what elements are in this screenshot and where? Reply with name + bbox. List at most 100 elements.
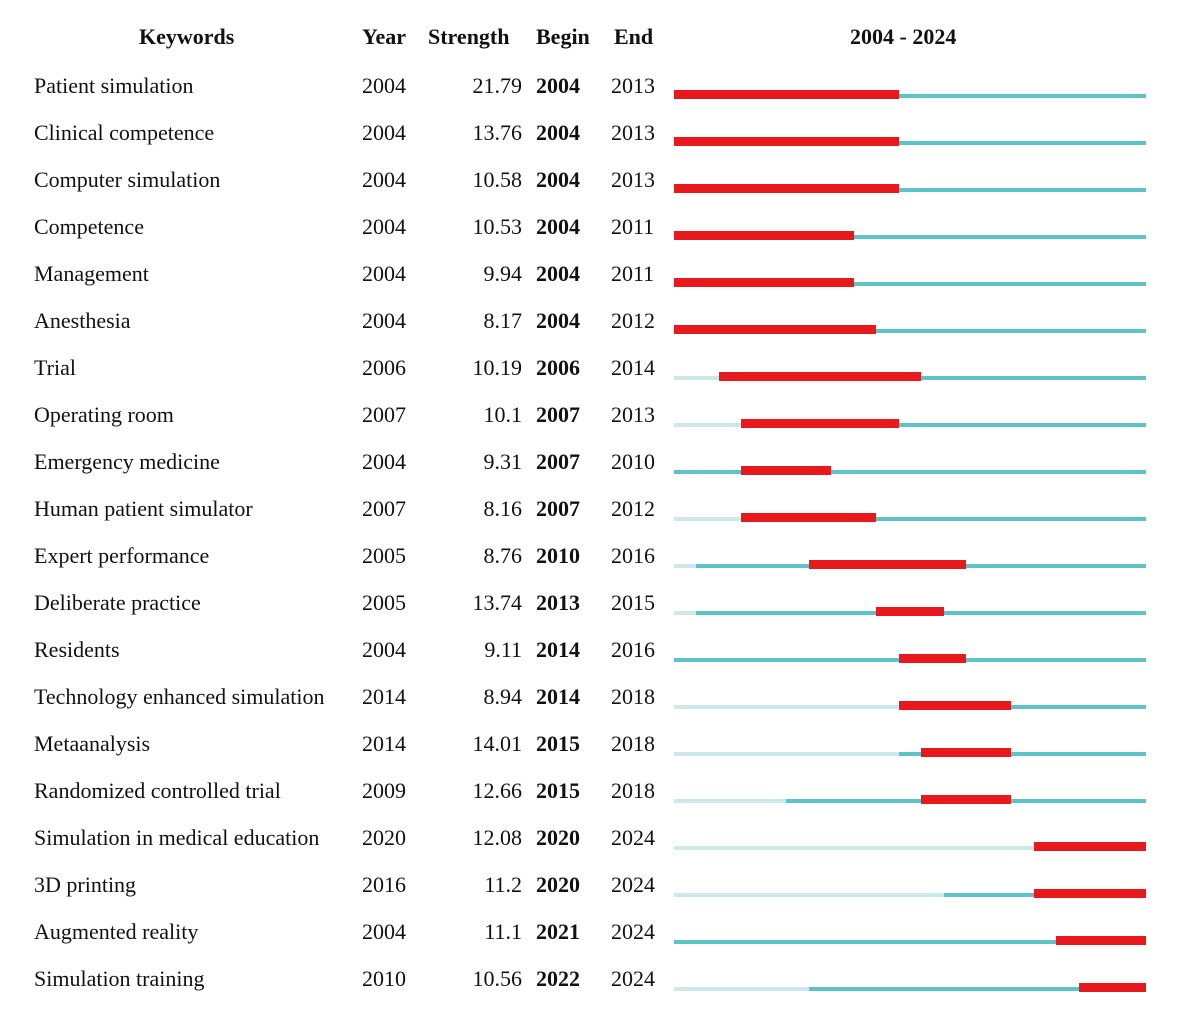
keyword-label: Competence [34, 214, 144, 239]
strength-value: 8.17 [483, 308, 523, 333]
burst-row: Management 2004 9.94 2004 2011 [0, 260, 1180, 307]
begin-value: 2014 [536, 684, 580, 709]
end-value: 2016 [611, 637, 655, 662]
active-period-bar [741, 423, 1146, 427]
keyword-label: Trial [34, 355, 76, 380]
year-value: 2014 [362, 684, 406, 709]
end-value: 2013 [611, 120, 655, 145]
keyword-label: Patient simulation [34, 73, 194, 98]
burst-bar [808, 560, 967, 569]
active-period-bar [808, 987, 1146, 991]
begin-value: 2004 [536, 214, 580, 239]
header-keywords: Keywords [139, 24, 235, 49]
begin-value: 2020 [536, 825, 580, 850]
strength-value: 11.2 [484, 872, 522, 897]
year-value: 2004 [362, 167, 406, 192]
burst-bar [674, 184, 899, 193]
keyword-label: 3D printing [34, 872, 137, 897]
burst-bar [741, 513, 877, 522]
begin-value: 2022 [536, 966, 580, 991]
burst-row: Deliberate practice 2005 13.74 2013 2015 [0, 589, 1180, 636]
year-value: 2004 [362, 261, 406, 286]
keyword-label: Clinical competence [34, 120, 215, 145]
keyword-label: Simulation training [34, 966, 205, 991]
burst-row: Simulation in medical education 2020 12.08… [0, 824, 1180, 871]
burst-row: Human patient simulator 2007 8.16 2007 2012 [0, 495, 1180, 542]
year-value: 2005 [362, 590, 406, 615]
inactive-period-bar [674, 799, 787, 803]
burst-row: Expert performance 2005 8.76 2010 2016 [0, 542, 1180, 589]
burst-bar [921, 795, 1012, 804]
strength-value: 14.01 [472, 731, 523, 756]
burst-bar [674, 278, 854, 287]
burst-row: Clinical competence 2004 13.76 2004 2013 [0, 119, 1180, 166]
burst-bar [741, 419, 899, 428]
inactive-period-bar [674, 893, 944, 897]
burst-bar [674, 231, 854, 240]
end-value: 2012 [611, 496, 655, 521]
keyword-label: Computer simulation [34, 167, 221, 192]
active-period-bar [741, 517, 1146, 521]
keyword-label: Anesthesia [34, 308, 131, 333]
begin-value: 2004 [536, 308, 580, 333]
year-value: 2004 [362, 637, 406, 662]
year-value: 2004 [362, 120, 406, 145]
begin-value: 2004 [536, 167, 580, 192]
burst-bar [674, 137, 899, 146]
end-value: 2013 [611, 73, 655, 98]
burst-bar [921, 748, 1012, 757]
burst-bar [674, 325, 877, 334]
year-value: 2020 [362, 825, 406, 850]
strength-value: 10.58 [472, 167, 523, 192]
burst-bar [898, 654, 967, 663]
burst-bar [1033, 889, 1146, 898]
burst-bar [674, 90, 899, 99]
burst-row: Simulation training 2010 10.56 2022 2024 [0, 965, 1180, 1012]
strength-value: 12.66 [472, 778, 523, 803]
year-value: 2009 [362, 778, 406, 803]
strength-value: 10.1 [483, 402, 523, 427]
inactive-period-bar [674, 611, 697, 615]
end-value: 2024 [611, 966, 655, 991]
keyword-label: Operating room [34, 402, 174, 427]
keyword-label: Metaanalysis [34, 731, 151, 756]
burst-bar [876, 607, 944, 616]
active-period-bar [674, 141, 1146, 145]
begin-value: 2006 [536, 355, 580, 380]
year-value: 2007 [362, 496, 406, 521]
burst-row: 3D printing 2016 11.2 2020 2024 [0, 871, 1180, 918]
begin-value: 2010 [536, 543, 580, 568]
active-period-bar [674, 188, 1146, 192]
burst-row: Augmented reality 2004 11.1 2021 2024 [0, 918, 1180, 965]
strength-value: 10.56 [472, 966, 523, 991]
active-period-bar [674, 329, 1146, 333]
end-value: 2024 [611, 872, 655, 897]
end-value: 2024 [611, 919, 655, 944]
burst-row: Metaanalysis 2014 14.01 2015 2018 [0, 730, 1180, 777]
active-period-bar [674, 470, 1146, 474]
year-value: 2016 [362, 872, 406, 897]
end-value: 2024 [611, 825, 655, 850]
end-value: 2011 [611, 261, 655, 286]
keyword-label: Human patient simulator [34, 496, 253, 521]
keyword-label: Simulation in medical education [34, 825, 320, 850]
strength-value: 9.94 [483, 261, 523, 286]
keyword-label: Randomized controlled trial [34, 778, 281, 803]
year-value: 2010 [362, 966, 406, 991]
strength-value: 8.16 [483, 496, 523, 521]
end-value: 2018 [611, 731, 655, 756]
begin-value: 2004 [536, 73, 580, 98]
year-value: 2004 [362, 449, 406, 474]
keyword-label: Deliberate practice [34, 590, 201, 615]
active-period-bar [898, 752, 1146, 756]
end-value: 2011 [611, 214, 655, 239]
begin-value: 2007 [536, 496, 580, 521]
year-value: 2005 [362, 543, 406, 568]
begin-value: 2007 [536, 449, 580, 474]
keyword-label: Technology enhanced simulation [34, 684, 325, 709]
end-value: 2016 [611, 543, 655, 568]
year-value: 2004 [362, 308, 406, 333]
burst-row: Computer simulation 2004 10.58 2004 2013 [0, 166, 1180, 213]
active-period-bar [674, 94, 1146, 98]
strength-value: 13.76 [472, 120, 523, 145]
